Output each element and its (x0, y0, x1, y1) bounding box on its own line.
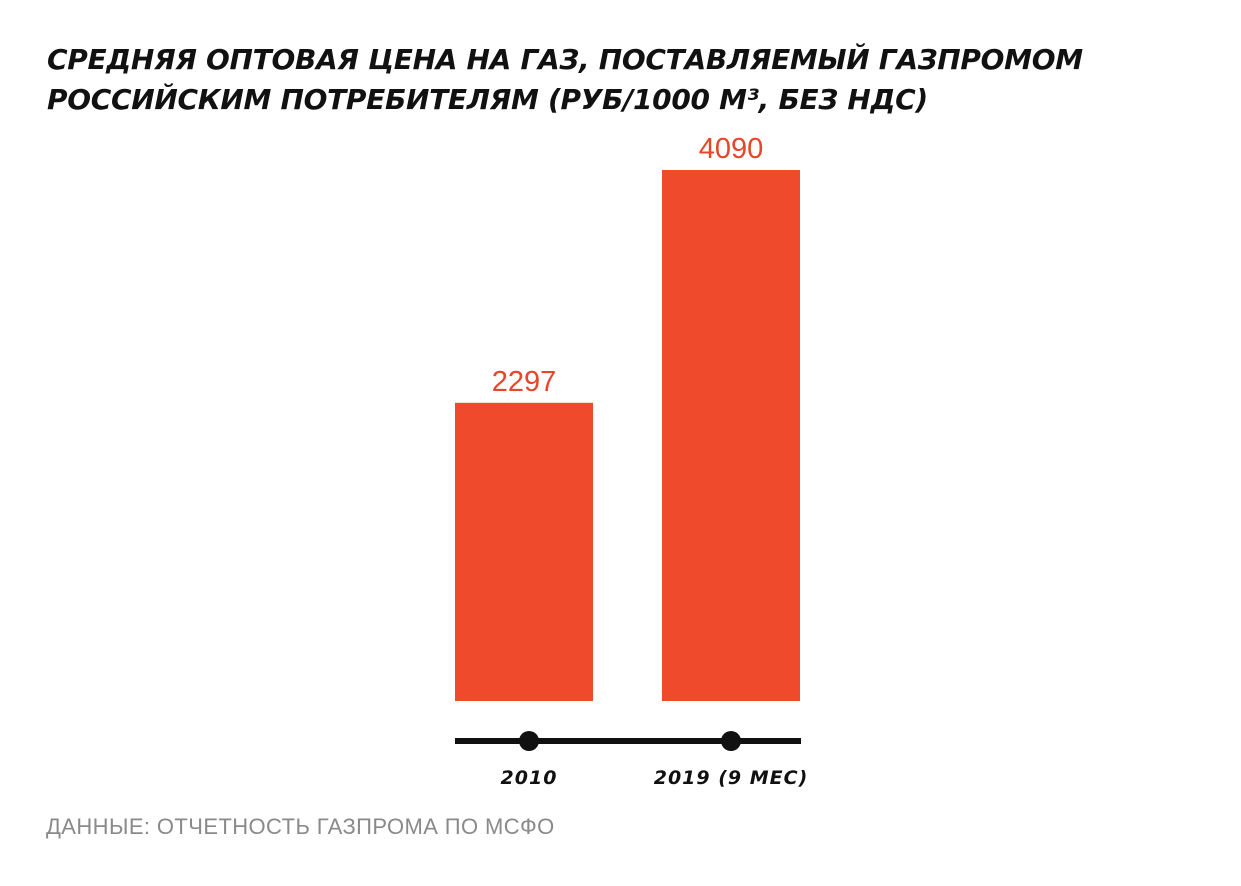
data-source-note: ДАННЫЕ: ОТЧЕТНОСТЬ ГАЗПРОМА ПО МСФО (46, 814, 555, 839)
bar-2 (662, 170, 800, 701)
bar-value-label-1: 2297 (492, 366, 557, 398)
x-axis-tick-dot-2 (721, 731, 741, 751)
chart-title-line-2: РОССИЙСКИМ ПОТРЕБИТЕЛЯМ (РУБ/1000 М³, БЕ… (47, 83, 928, 116)
chart-title-line-1: СРЕДНЯЯ ОПТОВАЯ ЦЕНА НА ГАЗ, ПОСТАВЛЯЕМЫ… (47, 43, 1083, 76)
x-axis-tick-dot-1 (519, 731, 539, 751)
bar-value-label-2: 4090 (699, 133, 764, 165)
x-tick-label-1: 2010 (501, 767, 558, 789)
chart-title: СРЕДНЯЯ ОПТОВАЯ ЦЕНА НА ГАЗ, ПОСТАВЛЯЕМЫ… (47, 40, 1197, 120)
bar-1 (455, 402, 593, 701)
x-tick-label-2: 2019 (9 МЕС) (654, 767, 809, 789)
